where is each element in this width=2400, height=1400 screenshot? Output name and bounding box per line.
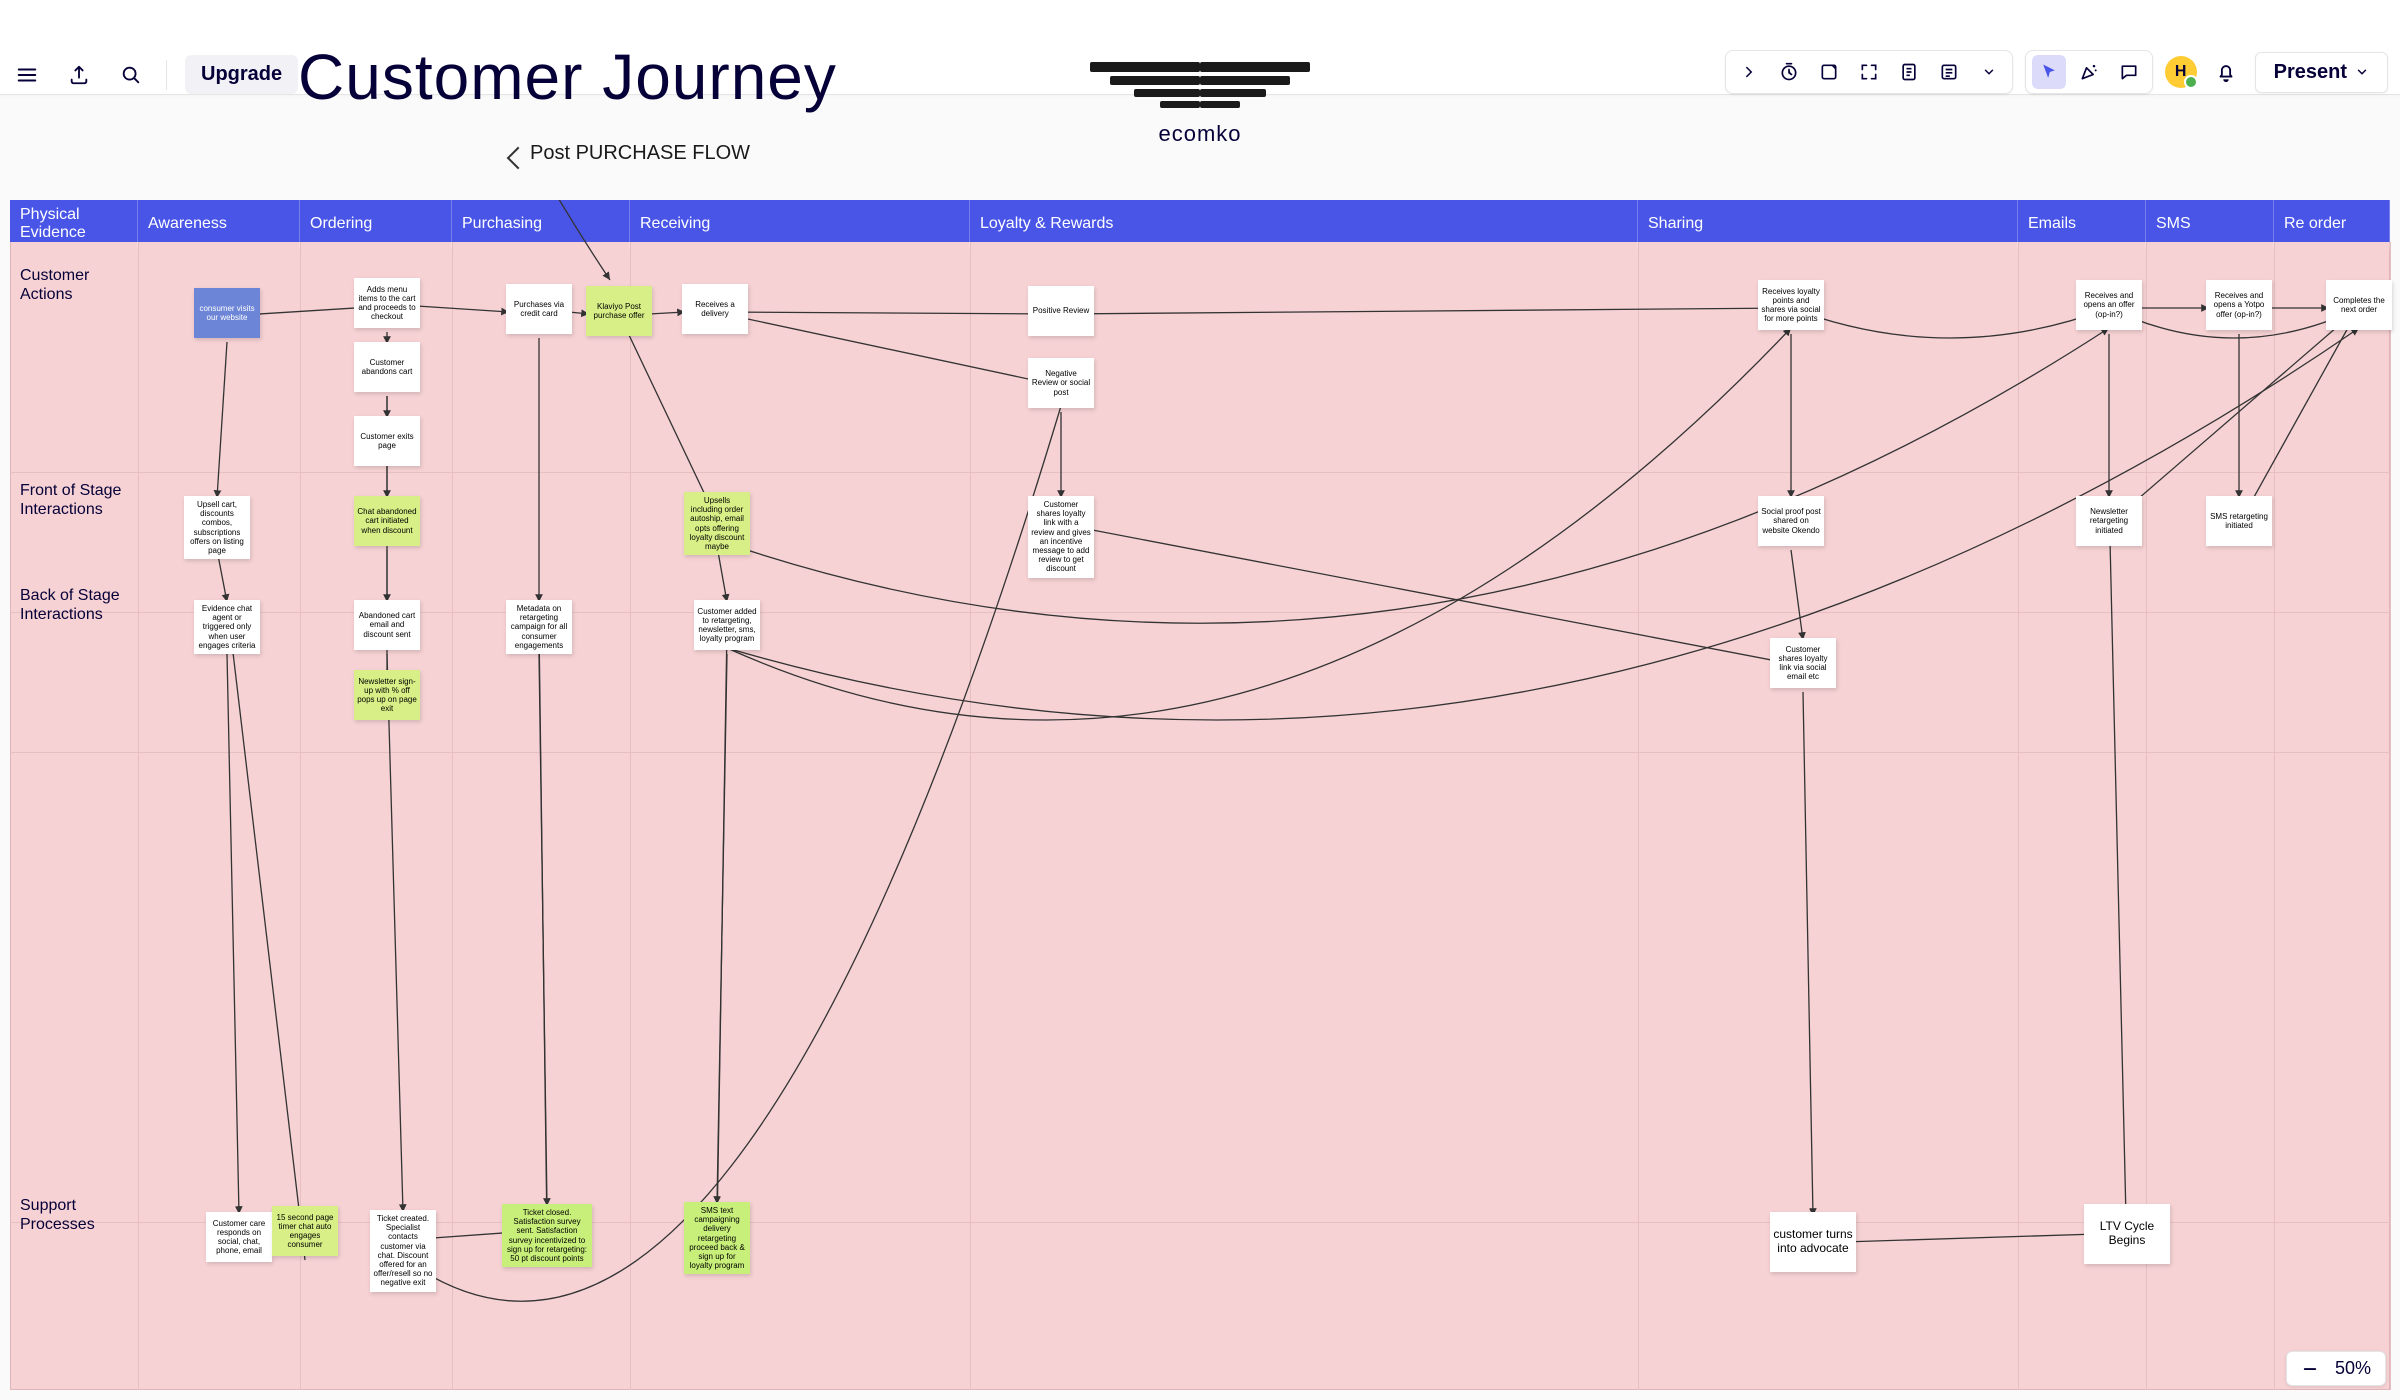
rowlabel-actions: Customer Actions xyxy=(10,260,138,310)
note-n19[interactable]: Newsletter retargeting initiated xyxy=(2076,496,2142,546)
note-n12[interactable]: Receives and opens a Yotpo offer (op-in?… xyxy=(2206,280,2272,330)
note-n10[interactable]: Receives loyalty points and shares via s… xyxy=(1758,280,1824,330)
search-icon[interactable] xyxy=(114,58,148,92)
grid-lines xyxy=(10,242,2390,1390)
cursor-icon[interactable] xyxy=(2032,55,2066,89)
header-emails: Emails xyxy=(2018,200,2146,249)
present-button[interactable]: Present xyxy=(2255,52,2388,93)
note-n15[interactable]: Chat abandoned cart initiated when disco… xyxy=(354,496,420,546)
note-icon[interactable] xyxy=(1892,55,1926,89)
frame-icon[interactable] xyxy=(1812,55,1846,89)
rowlabel-back: Back of Stage Interactions xyxy=(10,580,138,630)
note-n16[interactable]: Upsells including order autoship, email … xyxy=(684,492,750,555)
note-n7[interactable]: Receives a delivery xyxy=(682,284,748,334)
fullscreen-icon[interactable] xyxy=(1852,55,1886,89)
zoom-out-icon[interactable] xyxy=(2301,1360,2319,1378)
note-n21[interactable]: Evidence chat agent or triggered only wh… xyxy=(194,600,260,654)
note-n13[interactable]: Completes the next order xyxy=(2326,280,2392,330)
note-n25[interactable]: Customer added to retargeting, newslette… xyxy=(694,600,760,650)
annotation-post-purchase: Post PURCHASE FLOW xyxy=(530,142,750,165)
menu-icon[interactable] xyxy=(10,58,44,92)
page-title: Customer Journey xyxy=(298,40,837,114)
more-tools-icon[interactable] xyxy=(1972,55,2006,89)
comment-icon[interactable] xyxy=(2112,55,2146,89)
zoom-level: 50% xyxy=(2335,1358,2371,1379)
tool-cluster xyxy=(1725,50,2013,94)
header-loyalty: Loyalty & Rewards xyxy=(970,200,1638,249)
note-n33[interactable]: LTV Cycle Begins xyxy=(2084,1204,2170,1264)
note-n24[interactable]: Metadata on retargeting campaign for all… xyxy=(506,600,572,654)
note-n28[interactable]: 15 second page timer chat auto engages c… xyxy=(272,1206,338,1256)
note-n29[interactable]: Ticket created. Specialist contacts cust… xyxy=(370,1210,436,1292)
rowlabel-front: Front of Stage Interactions xyxy=(10,475,138,525)
rowlabel-support: Support Processes xyxy=(10,1190,138,1240)
brand-logo: ecomko xyxy=(1070,58,1330,147)
upgrade-button[interactable]: Upgrade xyxy=(185,55,298,94)
note-n4[interactable]: Customer exits page xyxy=(354,416,420,466)
note-n20[interactable]: SMS retargeting initiated xyxy=(2206,496,2272,546)
note-n18[interactable]: Social proof post shared on website Oken… xyxy=(1758,496,1824,546)
collapse-panel-icon[interactable] xyxy=(1732,55,1766,89)
header-sharing: Sharing xyxy=(1638,200,2018,249)
zoom-control[interactable]: 50% xyxy=(2286,1351,2386,1386)
header-ordering: Ordering xyxy=(300,200,452,249)
note-n31[interactable]: SMS text campaigning delivery retargetin… xyxy=(684,1202,750,1274)
header-purchasing: Purchasing xyxy=(452,200,630,249)
header-evidence: Physical Evidence xyxy=(10,200,138,249)
note-n8[interactable]: Positive Review xyxy=(1028,286,1094,336)
timer-icon[interactable] xyxy=(1772,55,1806,89)
present-label: Present xyxy=(2274,61,2347,84)
note-n3[interactable]: Customer abandons cart xyxy=(354,342,420,392)
note-n30[interactable]: Ticket closed. Satisfaction survey sent.… xyxy=(502,1204,592,1267)
confetti-icon[interactable] xyxy=(2072,55,2106,89)
note-n1[interactable]: consumer visits our website xyxy=(194,288,260,338)
note-n27[interactable]: Customer care responds on social, chat, … xyxy=(206,1212,272,1262)
pointer-cluster xyxy=(2025,50,2153,94)
bell-icon[interactable] xyxy=(2209,55,2243,89)
note-n2[interactable]: Adds menu items to the cart and proceeds… xyxy=(354,278,420,328)
export-icon[interactable] xyxy=(62,58,96,92)
note-n22[interactable]: Abandoned cart email and discount sent xyxy=(354,600,420,650)
brand-name: ecomko xyxy=(1070,121,1330,147)
journey-canvas[interactable]: Physical EvidenceAwarenessOrderingPurcha… xyxy=(10,200,2390,1390)
avatar[interactable]: H xyxy=(2165,56,2197,88)
note-n5[interactable]: Purchases via credit card xyxy=(506,284,572,334)
topbar-left: Upgrade xyxy=(10,55,298,94)
list-icon[interactable] xyxy=(1932,55,1966,89)
note-n11[interactable]: Receives and opens an offer (op-in?) xyxy=(2076,280,2142,330)
note-n14[interactable]: Upsell cart, discounts combos, subscript… xyxy=(184,496,250,559)
note-n6[interactable]: Klaviyo Post purchase offer xyxy=(586,286,652,336)
header-reorder: Re order xyxy=(2274,200,2390,249)
divider xyxy=(166,60,167,90)
topbar-right: H Present xyxy=(1725,50,2388,94)
note-n32[interactable]: customer turns into advocate xyxy=(1770,1212,1856,1272)
column-headers: Physical EvidenceAwarenessOrderingPurcha… xyxy=(10,200,2390,242)
note-n17[interactable]: Customer shares loyalty link with a revi… xyxy=(1028,496,1094,578)
note-n26[interactable]: Customer shares loyalty link via social … xyxy=(1770,638,1836,688)
note-n9[interactable]: Negative Review or social post xyxy=(1028,358,1094,408)
header-receiving: Receiving xyxy=(630,200,970,249)
header-sms: SMS xyxy=(2146,200,2274,249)
header-awareness: Awareness xyxy=(138,200,300,249)
note-n23[interactable]: Newsletter sign-up with % off pops up on… xyxy=(354,670,420,720)
